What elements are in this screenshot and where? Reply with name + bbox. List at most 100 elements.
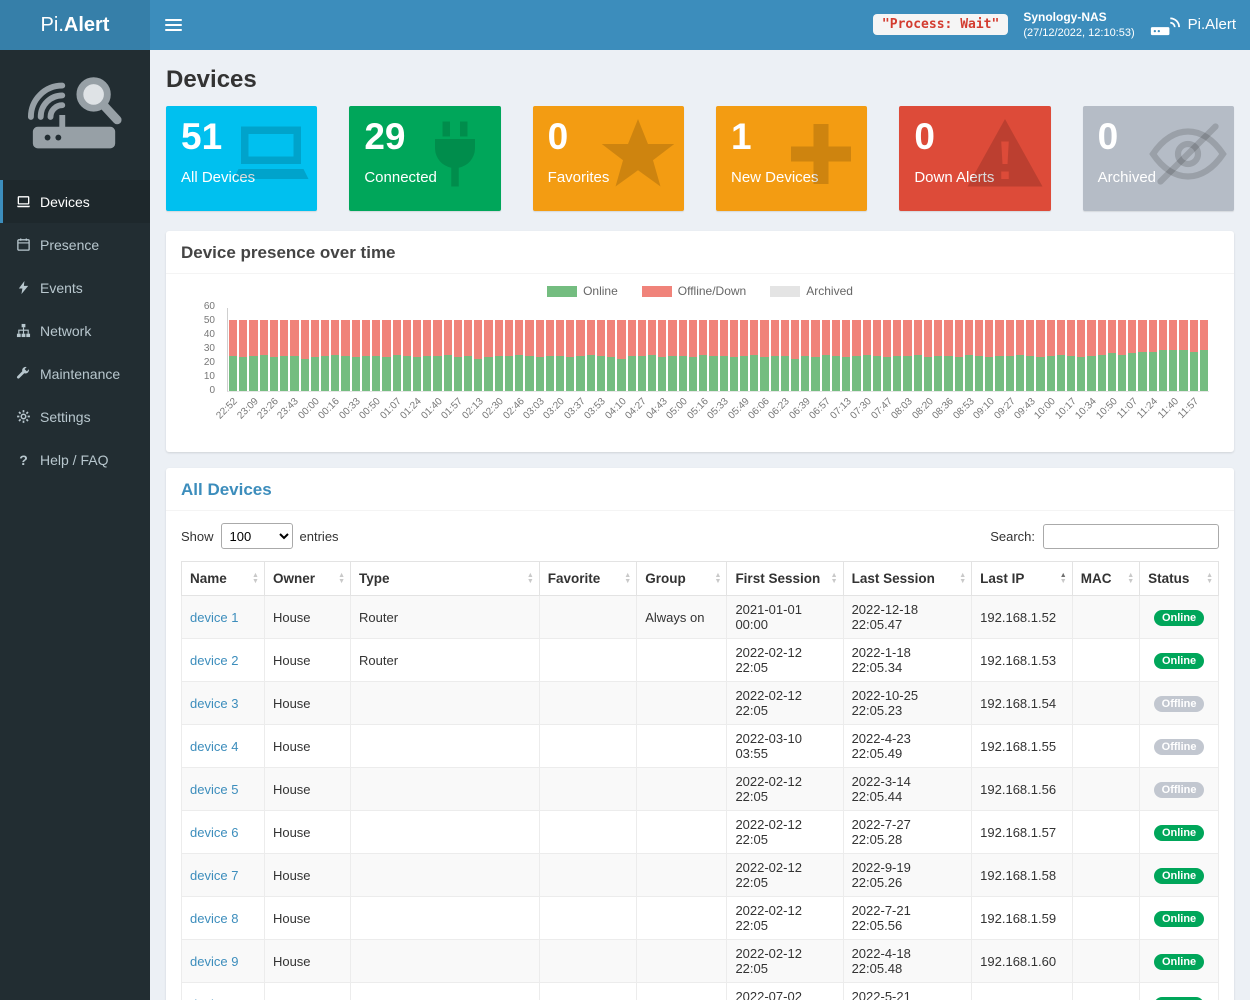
eye-slash-icon bbox=[1148, 114, 1228, 197]
star-icon bbox=[598, 114, 678, 197]
device-link[interactable]: device 2 bbox=[190, 653, 238, 668]
wrench-icon bbox=[16, 366, 31, 381]
chart-bar bbox=[249, 320, 257, 391]
host-timestamp: (27/12/2022, 12:10:53) bbox=[1023, 26, 1134, 40]
cell-owner: House bbox=[264, 768, 350, 811]
sidebar-item-settings[interactable]: Settings bbox=[0, 395, 150, 438]
cell-mac bbox=[1072, 639, 1139, 682]
chart-bar bbox=[791, 320, 799, 391]
device-link[interactable]: device 3 bbox=[190, 696, 238, 711]
column-header-group[interactable]: Group▲▼ bbox=[637, 562, 727, 596]
cell-type bbox=[351, 811, 540, 854]
cell-group bbox=[637, 854, 727, 897]
brand: Pi.Alert bbox=[1150, 12, 1236, 37]
column-header-favorite[interactable]: Favorite▲▼ bbox=[539, 562, 636, 596]
info-box-favorites[interactable]: 0 Favorites bbox=[533, 106, 684, 211]
cell-mac bbox=[1072, 596, 1139, 639]
sidebar-logo-graphic bbox=[0, 50, 150, 176]
cell-favorite bbox=[539, 897, 636, 940]
info-box-all-devices[interactable]: 51 All Devices bbox=[166, 106, 317, 211]
chart-bar bbox=[270, 320, 278, 391]
chart-bar bbox=[239, 320, 247, 391]
cell-type: Router bbox=[351, 596, 540, 639]
column-header-owner[interactable]: Owner▲▼ bbox=[264, 562, 350, 596]
chart-bar bbox=[352, 320, 360, 391]
info-box-archived[interactable]: 0 Archived bbox=[1083, 106, 1234, 211]
sidebar-item-devices[interactable]: Devices bbox=[0, 180, 150, 223]
column-header-type[interactable]: Type▲▼ bbox=[351, 562, 540, 596]
chart-bar bbox=[1169, 320, 1177, 391]
cell-group bbox=[637, 897, 727, 940]
cell-type bbox=[351, 983, 540, 1000]
chart-bar bbox=[1179, 320, 1187, 391]
cell-last-session: 2022-10-25 22:05.23 bbox=[843, 682, 972, 725]
device-link[interactable]: device 10 bbox=[190, 997, 246, 1000]
cell-first-session: 2022-02-12 22:05 bbox=[727, 682, 843, 725]
chart-bar bbox=[229, 320, 237, 391]
column-header-mac[interactable]: MAC▲▼ bbox=[1072, 562, 1139, 596]
top-bar: Pi.Alert "Process: Wait" Synology-NAS (2… bbox=[0, 0, 1250, 50]
cell-owner: House bbox=[264, 639, 350, 682]
chart-bar bbox=[965, 320, 973, 391]
chart-bar bbox=[720, 320, 728, 391]
sidebar-item-label: Presence bbox=[40, 237, 99, 253]
chart-bar bbox=[934, 320, 942, 391]
cell-favorite bbox=[539, 725, 636, 768]
cell-mac bbox=[1072, 983, 1139, 1000]
cell-owner: House bbox=[264, 940, 350, 983]
chart-bar bbox=[1077, 320, 1085, 391]
cell-owner: House bbox=[264, 682, 350, 725]
gear-icon bbox=[16, 409, 31, 424]
device-link[interactable]: device 6 bbox=[190, 825, 238, 840]
cell-last-ip: 192.168.1.57 bbox=[972, 811, 1073, 854]
table-row: device 2 House Router 2022-02-12 22:05 2… bbox=[182, 639, 1219, 682]
cell-type bbox=[351, 940, 540, 983]
table-row: device 5 House 2022-02-12 22:05 2022-3-1… bbox=[182, 768, 1219, 811]
page-length-select[interactable]: 100 bbox=[221, 523, 293, 549]
column-header-name[interactable]: Name▲▼ bbox=[182, 562, 265, 596]
column-header-first-session[interactable]: First Session▲▼ bbox=[727, 562, 843, 596]
chart-bar bbox=[382, 320, 390, 391]
device-link[interactable]: device 8 bbox=[190, 911, 238, 926]
cell-group bbox=[637, 940, 727, 983]
cell-last-ip: 192.168.1.61 bbox=[972, 983, 1073, 1000]
sidebar-item-presence[interactable]: Presence bbox=[0, 223, 150, 266]
search-input[interactable] bbox=[1043, 524, 1219, 549]
info-box-down-alerts[interactable]: 0 Down Alerts bbox=[899, 106, 1050, 211]
sidebar-item-maintenance[interactable]: Maintenance bbox=[0, 352, 150, 395]
legend-swatch-offline bbox=[642, 286, 672, 297]
sort-icon: ▲▼ bbox=[959, 573, 966, 585]
sidebar-toggle-button[interactable] bbox=[150, 0, 196, 50]
legend-offline[interactable]: Offline/Down bbox=[642, 284, 746, 298]
info-box-new-devices[interactable]: 1 New Devices bbox=[716, 106, 867, 211]
cell-group bbox=[637, 768, 727, 811]
device-link[interactable]: device 5 bbox=[190, 782, 238, 797]
navbar-right: "Process: Wait" Synology-NAS (27/12/2022… bbox=[873, 10, 1250, 40]
device-link[interactable]: device 1 bbox=[190, 610, 238, 625]
status-badge: Online bbox=[1154, 610, 1204, 626]
chart-bar bbox=[740, 320, 748, 391]
chart-bar bbox=[556, 320, 564, 391]
sort-icon: ▲▼ bbox=[715, 573, 722, 585]
sort-icon: ▲▼ bbox=[252, 573, 259, 585]
sidebar-item-network[interactable]: Network bbox=[0, 309, 150, 352]
cell-favorite bbox=[539, 983, 636, 1000]
cell-type bbox=[351, 725, 540, 768]
legend-archived[interactable]: Archived bbox=[770, 284, 853, 298]
cell-owner: House bbox=[264, 811, 350, 854]
info-box-connected[interactable]: 29 Connected bbox=[349, 106, 500, 211]
hamburger-icon bbox=[165, 19, 182, 21]
cell-favorite bbox=[539, 940, 636, 983]
chart-bar bbox=[1149, 320, 1157, 391]
column-header-last-session[interactable]: Last Session▲▼ bbox=[843, 562, 972, 596]
device-link[interactable]: device 7 bbox=[190, 868, 238, 883]
cell-owner: House bbox=[264, 897, 350, 940]
sidebar-item-events[interactable]: Events bbox=[0, 266, 150, 309]
device-link[interactable]: device 9 bbox=[190, 954, 238, 969]
device-link[interactable]: device 4 bbox=[190, 739, 238, 754]
legend-online[interactable]: Online bbox=[547, 284, 618, 298]
column-header-last-ip[interactable]: Last IP▲▼ bbox=[972, 562, 1073, 596]
sidebar-item-help[interactable]: ? Help / FAQ bbox=[0, 438, 150, 481]
column-header-status[interactable]: Status▲▼ bbox=[1140, 562, 1219, 596]
chart-panel-title: Device presence over time bbox=[166, 231, 1234, 274]
